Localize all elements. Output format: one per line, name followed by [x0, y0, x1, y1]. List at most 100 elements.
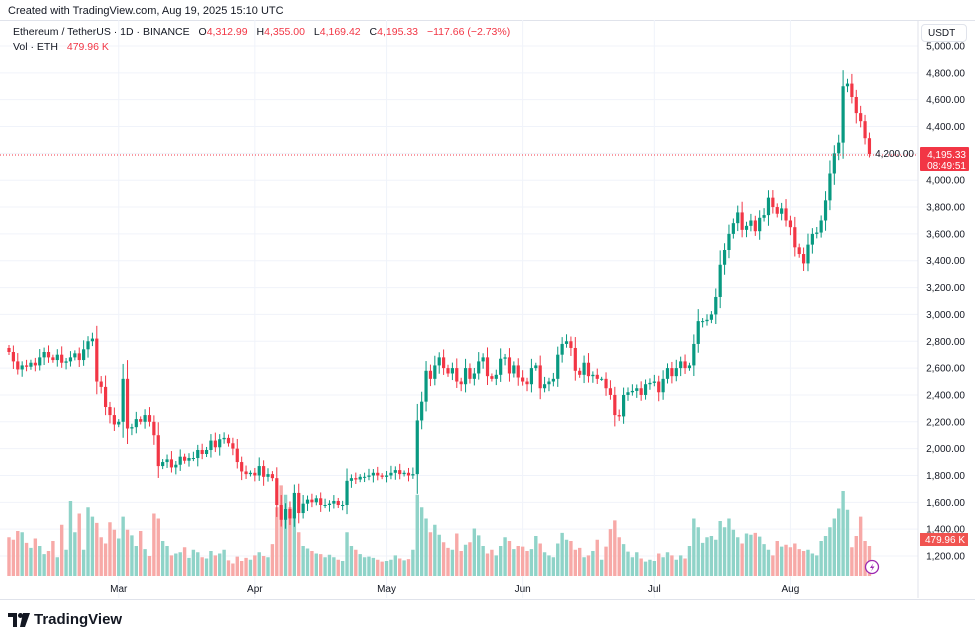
candle[interactable] — [622, 387, 626, 424]
candle[interactable] — [815, 226, 819, 239]
candle[interactable] — [161, 459, 165, 470]
candle[interactable] — [437, 352, 441, 374]
candle[interactable] — [336, 497, 340, 509]
candle[interactable] — [657, 375, 661, 402]
candle[interactable] — [33, 357, 37, 372]
candle[interactable] — [771, 190, 775, 214]
candle[interactable] — [7, 344, 11, 356]
candle[interactable] — [758, 210, 762, 240]
candle[interactable] — [837, 134, 841, 161]
candle[interactable] — [859, 105, 863, 128]
candle[interactable] — [630, 384, 634, 396]
candle[interactable] — [38, 349, 42, 371]
candle[interactable] — [701, 318, 705, 328]
candle[interactable] — [209, 434, 213, 458]
candle[interactable] — [560, 337, 564, 363]
candle[interactable] — [345, 468, 349, 515]
candle[interactable] — [398, 463, 402, 480]
candle[interactable] — [705, 314, 709, 326]
candle[interactable] — [525, 377, 529, 392]
candle[interactable] — [665, 363, 670, 384]
candle[interactable] — [512, 361, 516, 378]
candle[interactable] — [766, 190, 771, 226]
candle[interactable] — [169, 451, 174, 473]
candle[interactable] — [801, 247, 806, 272]
candle[interactable] — [784, 199, 788, 227]
candle[interactable] — [639, 381, 643, 401]
currency-button[interactable]: USDT — [921, 24, 967, 42]
candle[interactable] — [718, 250, 722, 309]
candle[interactable] — [68, 351, 73, 367]
candle[interactable] — [749, 213, 753, 232]
candle[interactable] — [648, 378, 652, 390]
candle[interactable] — [371, 469, 375, 483]
candle[interactable] — [266, 468, 270, 482]
candle[interactable] — [736, 205, 740, 232]
candle[interactable] — [319, 492, 323, 512]
candle[interactable] — [468, 363, 472, 384]
candle[interactable] — [586, 353, 591, 383]
candle[interactable] — [674, 359, 678, 382]
candle[interactable] — [112, 407, 116, 431]
tradingview-logo[interactable]: TradingView — [8, 611, 122, 628]
candle[interactable] — [367, 468, 371, 481]
candle[interactable] — [16, 353, 20, 375]
candle[interactable] — [55, 349, 59, 367]
candle[interactable] — [841, 70, 845, 159]
candle[interactable] — [573, 337, 577, 381]
candle[interactable] — [191, 451, 195, 462]
candle[interactable] — [64, 357, 68, 370]
candle[interactable] — [301, 495, 305, 519]
candle[interactable] — [564, 334, 569, 348]
candle[interactable] — [11, 345, 15, 369]
candle[interactable] — [411, 467, 415, 479]
candle[interactable] — [332, 495, 336, 509]
candle[interactable] — [222, 432, 226, 444]
candle[interactable] — [709, 311, 713, 324]
candle[interactable] — [542, 376, 547, 393]
candle[interactable] — [516, 358, 520, 386]
candle[interactable] — [744, 221, 749, 238]
candle[interactable] — [595, 368, 599, 385]
candle[interactable] — [288, 501, 292, 525]
candle[interactable] — [310, 493, 314, 508]
candle[interactable] — [494, 369, 498, 386]
candle[interactable] — [183, 453, 187, 464]
candle[interactable] — [828, 160, 832, 211]
candle[interactable] — [446, 364, 450, 377]
candle[interactable] — [376, 466, 380, 481]
candle[interactable] — [538, 355, 542, 400]
candle[interactable] — [108, 401, 112, 424]
candle[interactable] — [556, 346, 560, 387]
candle[interactable] — [77, 347, 81, 367]
candle[interactable] — [775, 203, 779, 218]
candle[interactable] — [714, 288, 718, 325]
candle[interactable] — [86, 336, 90, 358]
candle[interactable] — [226, 434, 231, 447]
candle[interactable] — [578, 367, 582, 378]
candle[interactable] — [753, 215, 757, 236]
candle[interactable] — [600, 376, 604, 381]
candle[interactable] — [354, 472, 358, 484]
candle[interactable] — [253, 467, 257, 482]
candle[interactable] — [810, 228, 814, 254]
candle[interactable] — [551, 372, 555, 387]
candle[interactable] — [384, 470, 389, 483]
candle[interactable] — [262, 460, 266, 486]
candle[interactable] — [415, 403, 419, 494]
candle[interactable] — [652, 374, 656, 387]
candle[interactable] — [178, 449, 182, 471]
candle[interactable] — [248, 470, 253, 477]
candle[interactable] — [165, 454, 169, 468]
candle[interactable] — [503, 353, 507, 366]
candle[interactable] — [832, 145, 836, 185]
candle[interactable] — [90, 332, 95, 347]
candle[interactable] — [780, 202, 784, 221]
candle[interactable] — [490, 373, 494, 382]
symbol-label[interactable]: Ethereum / TetherUS · 1D · BINANCE — [13, 26, 190, 38]
candle[interactable] — [679, 356, 683, 377]
candle[interactable] — [806, 233, 810, 272]
lightning-alert-icon[interactable] — [864, 559, 880, 575]
candle[interactable] — [722, 243, 727, 275]
